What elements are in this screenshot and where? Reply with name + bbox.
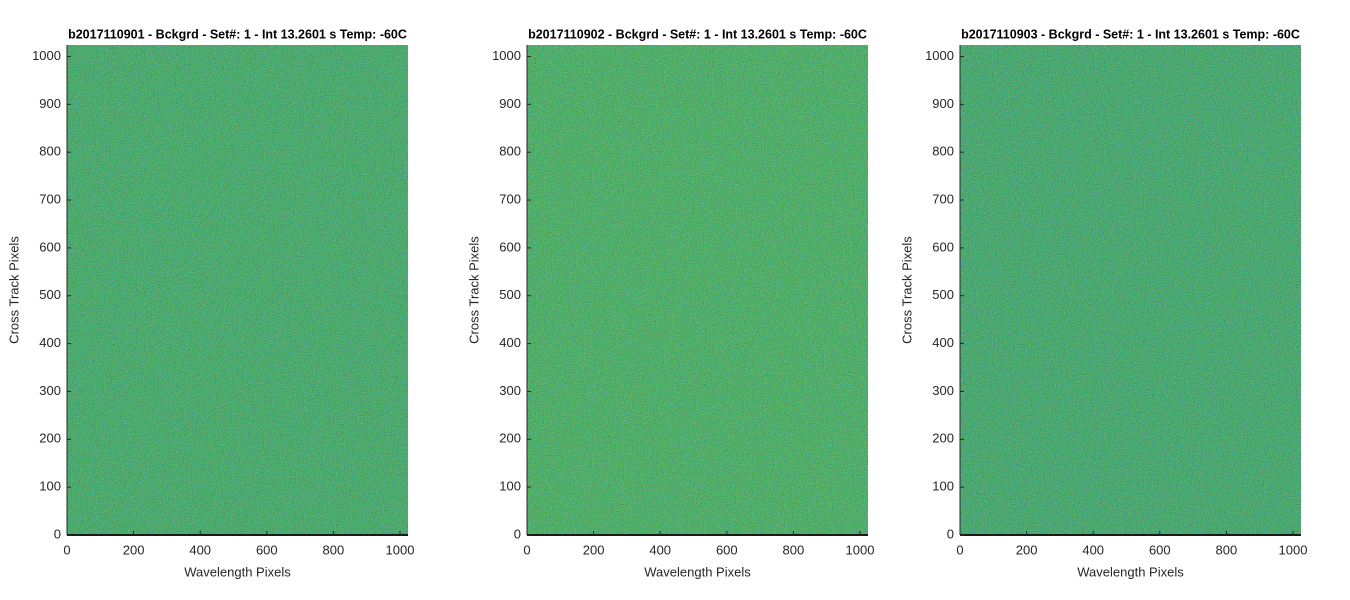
y-tick-label: 500 <box>499 287 521 302</box>
y-tick-label: 700 <box>39 191 61 206</box>
x-tick-label: 0 <box>523 542 530 557</box>
x-tick-label: 800 <box>1216 542 1238 557</box>
y-tick-label: 400 <box>932 335 954 350</box>
x-tick-label: 600 <box>256 542 278 557</box>
y-tick-label: 100 <box>932 479 954 494</box>
y-tick-label: 0 <box>54 526 61 541</box>
x-tick-label: 800 <box>783 542 805 557</box>
y-tick-label: 800 <box>39 144 61 159</box>
y-tick-label: 500 <box>932 287 954 302</box>
y-tick-label: 300 <box>39 383 61 398</box>
y-tick-label: 200 <box>932 431 954 446</box>
y-tick-label: 900 <box>39 96 61 111</box>
y-tick-label: 300 <box>932 383 954 398</box>
y-axis-label: Cross Track Pixels <box>466 236 481 344</box>
x-axis-label: Wavelength Pixels <box>1077 564 1184 579</box>
y-tick-label: 200 <box>499 431 521 446</box>
y-tick-label: 600 <box>39 239 61 254</box>
x-tick-label: 400 <box>1082 542 1104 557</box>
y-tick-label: 900 <box>499 96 521 111</box>
x-tick-label: 1000 <box>846 542 875 557</box>
y-tick-label: 300 <box>499 383 521 398</box>
y-tick-label: 800 <box>932 144 954 159</box>
y-tick-label: 800 <box>499 144 521 159</box>
y-tick-label: 400 <box>39 335 61 350</box>
y-tick-label: 500 <box>39 287 61 302</box>
chart-title: b2017110903 - Bckgrd - Set#: 1 - Int 13.… <box>961 27 1300 41</box>
heatmap-noise <box>527 45 868 535</box>
heatmap-noise <box>960 45 1301 535</box>
x-tick-label: 200 <box>583 542 605 557</box>
chart-title: b2017110902 - Bckgrd - Set#: 1 - Int 13.… <box>528 27 867 41</box>
y-tick-label: 0 <box>514 526 521 541</box>
x-tick-label: 200 <box>1016 542 1038 557</box>
x-tick-label: 1000 <box>1279 542 1308 557</box>
y-tick-label: 0 <box>947 526 954 541</box>
y-tick-label: 1000 <box>32 48 61 63</box>
y-axis-label: Cross Track Pixels <box>899 236 914 344</box>
x-tick-label: 1000 <box>386 542 415 557</box>
x-tick-label: 800 <box>323 542 345 557</box>
y-tick-label: 700 <box>932 191 954 206</box>
x-tick-label: 0 <box>956 542 963 557</box>
x-tick-label: 400 <box>189 542 211 557</box>
chart-title: b2017110901 - Bckgrd - Set#: 1 - Int 13.… <box>68 27 407 41</box>
y-tick-label: 600 <box>499 239 521 254</box>
y-tick-label: 1000 <box>492 48 521 63</box>
y-tick-label: 100 <box>39 479 61 494</box>
x-tick-label: 0 <box>63 542 70 557</box>
heatmap-noise <box>67 45 408 535</box>
y-axis-label: Cross Track Pixels <box>6 236 21 344</box>
y-tick-label: 1000 <box>925 48 954 63</box>
x-tick-label: 400 <box>649 542 671 557</box>
x-tick-label: 200 <box>123 542 145 557</box>
x-axis-label: Wavelength Pixels <box>184 564 291 579</box>
y-tick-label: 700 <box>499 191 521 206</box>
y-tick-label: 400 <box>499 335 521 350</box>
y-tick-label: 200 <box>39 431 61 446</box>
y-tick-label: 900 <box>932 96 954 111</box>
x-tick-label: 600 <box>1149 542 1171 557</box>
x-axis-label: Wavelength Pixels <box>644 564 751 579</box>
y-tick-label: 600 <box>932 239 954 254</box>
x-tick-label: 600 <box>716 542 738 557</box>
y-tick-label: 100 <box>499 479 521 494</box>
